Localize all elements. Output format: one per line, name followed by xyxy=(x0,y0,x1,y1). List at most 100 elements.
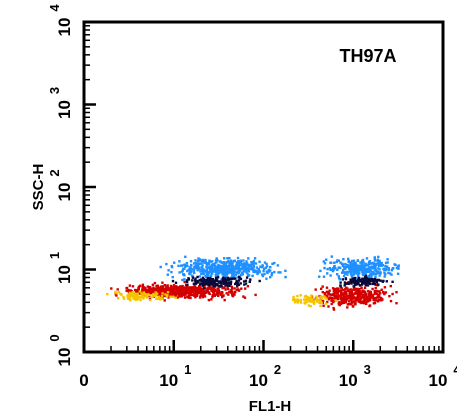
scatter-point xyxy=(369,272,372,275)
scatter-point xyxy=(207,261,211,265)
scatter-point xyxy=(214,274,217,277)
scatter-point xyxy=(389,299,393,303)
scatter-point xyxy=(377,261,380,264)
scatter-point xyxy=(150,287,153,291)
scatter-point xyxy=(346,273,349,276)
scatter-point xyxy=(216,292,219,295)
scatter-point xyxy=(174,295,177,298)
x-tick-label: 10 xyxy=(159,371,178,390)
scatter-point xyxy=(198,262,201,265)
scatter-point xyxy=(197,289,200,292)
scatter-point xyxy=(361,259,364,263)
scatter-point xyxy=(208,285,211,288)
scatter-point xyxy=(249,264,252,268)
scatter-point xyxy=(375,280,379,284)
scatter-point xyxy=(194,259,197,262)
scatter-point xyxy=(237,259,240,263)
scatter-point xyxy=(184,288,187,291)
y-tick-exponent: 4 xyxy=(47,4,62,12)
scatter-point xyxy=(349,261,352,264)
scatter-point xyxy=(366,278,369,281)
scatter-point xyxy=(207,287,211,290)
scatter-point xyxy=(384,261,388,265)
scatter-point xyxy=(229,267,232,271)
scatter-point xyxy=(122,297,126,300)
scatter-point xyxy=(252,264,255,268)
scatter-point xyxy=(251,274,254,277)
scatter-point xyxy=(193,292,196,295)
scatter-point xyxy=(196,275,199,279)
scatter-point xyxy=(294,298,297,301)
scatter-point xyxy=(226,284,230,287)
scatter-point xyxy=(372,266,376,270)
scatter-point xyxy=(201,264,204,267)
scatter-point xyxy=(224,267,227,270)
scatter-point xyxy=(299,294,302,297)
scatter-point xyxy=(236,256,240,260)
scatter-point xyxy=(174,296,177,299)
scatter-point xyxy=(325,286,329,289)
scatter-point xyxy=(214,267,218,270)
scatter-point xyxy=(227,266,230,269)
y-tick-label: 10 xyxy=(55,348,74,367)
scatter-point xyxy=(136,289,139,292)
scatter-point xyxy=(247,270,251,273)
scatter-point xyxy=(224,279,228,282)
scatter-point xyxy=(339,290,343,293)
scatter-point xyxy=(204,270,207,273)
scatter-point xyxy=(326,267,329,271)
scatter-point xyxy=(166,273,169,276)
scatter-point xyxy=(345,299,348,302)
scatter-point xyxy=(368,290,371,294)
scatter-point xyxy=(337,289,340,292)
scatter-point xyxy=(209,260,213,263)
scatter-point xyxy=(217,267,221,271)
scatter-point xyxy=(117,291,121,294)
scatter-point xyxy=(332,308,336,311)
scatter-point xyxy=(192,268,196,272)
scatter-point xyxy=(375,272,378,275)
scatter-point xyxy=(194,281,197,284)
scatter-point xyxy=(215,268,219,271)
scatter-point xyxy=(197,290,200,294)
scatter-point xyxy=(247,268,251,271)
scatter-point xyxy=(322,275,326,278)
scatter-point xyxy=(226,286,229,289)
scatter-point xyxy=(183,278,186,281)
scatter-point xyxy=(221,273,224,276)
scatter-point xyxy=(163,290,166,294)
scatter-point xyxy=(263,261,267,264)
scatter-point xyxy=(172,295,175,298)
scatter-point xyxy=(237,289,241,292)
scatter-point xyxy=(217,272,221,275)
scatter-point xyxy=(394,263,397,267)
scatter-point xyxy=(265,262,268,266)
scatter-point xyxy=(339,302,343,305)
scatter-point xyxy=(234,282,237,286)
scatter-point xyxy=(125,289,128,293)
scatter-point xyxy=(379,279,382,282)
scatter-point xyxy=(341,262,344,266)
scatter-point xyxy=(187,287,190,291)
scatter-point xyxy=(334,299,337,302)
scatter-point xyxy=(299,301,303,304)
scatter-point xyxy=(273,261,276,265)
scatter-point xyxy=(183,296,187,299)
scatter-point xyxy=(156,284,159,288)
scatter-point xyxy=(154,294,157,297)
scatter-point xyxy=(223,286,226,289)
scatter-point xyxy=(246,267,249,270)
scatter-point xyxy=(357,298,360,302)
scatter-point xyxy=(330,302,333,306)
scatter-point xyxy=(242,263,245,267)
scatter-point xyxy=(307,304,310,307)
scatter-point xyxy=(222,263,225,266)
scatter-point xyxy=(231,274,234,277)
scatter-point xyxy=(276,264,280,267)
scatter-point xyxy=(146,291,149,294)
scatter-point xyxy=(224,288,227,291)
scatter-point xyxy=(368,260,372,263)
scatter-point xyxy=(342,301,346,304)
scatter-point xyxy=(341,278,344,281)
scatter-point xyxy=(339,281,342,284)
